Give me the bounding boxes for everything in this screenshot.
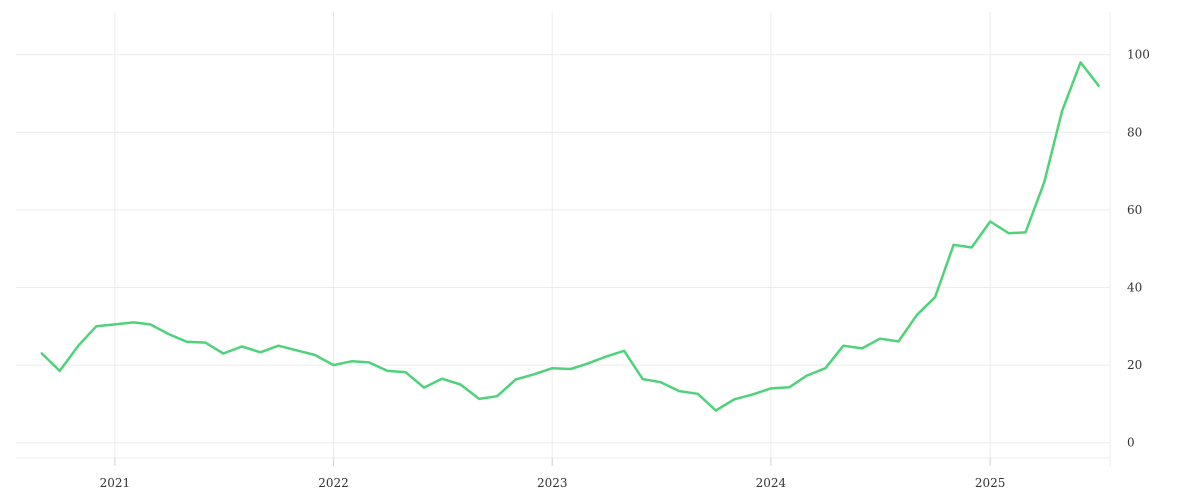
series-layer <box>40 61 1100 412</box>
data-point <box>586 362 588 364</box>
data-point <box>114 323 116 325</box>
data-point <box>277 345 279 347</box>
data-point <box>77 345 79 347</box>
data-point <box>1097 85 1099 87</box>
data-point <box>697 393 699 395</box>
data-point <box>496 395 498 397</box>
data-point <box>970 246 972 248</box>
data-point <box>314 354 316 356</box>
data-point <box>368 361 370 363</box>
data-point <box>441 378 443 380</box>
data-point <box>678 390 680 392</box>
data-point <box>715 409 717 411</box>
data-point <box>806 374 808 376</box>
data-point <box>897 340 899 342</box>
data-point <box>642 378 644 380</box>
data-point <box>59 370 61 372</box>
data-point <box>770 387 772 389</box>
data-point <box>168 333 170 335</box>
data-point <box>95 325 97 327</box>
data-point <box>532 373 534 375</box>
y-tick-label: 80 <box>1127 125 1142 139</box>
data-point <box>1079 61 1081 63</box>
data-point <box>916 314 918 316</box>
data-point <box>842 345 844 347</box>
data-point <box>351 360 353 362</box>
x-tick-label: 2023 <box>537 476 568 490</box>
data-point <box>332 364 334 366</box>
data-point <box>989 220 991 222</box>
data-point <box>423 386 425 388</box>
data-point <box>478 398 480 400</box>
y-axis-ticks: 0 20 40 60 80 100 <box>1127 48 1150 450</box>
data-point <box>204 341 206 343</box>
x-tick-label: 2025 <box>975 476 1006 490</box>
y-tick-label: 100 <box>1127 48 1150 62</box>
data-point <box>660 381 662 383</box>
data-point <box>879 338 881 340</box>
grid <box>16 12 1111 466</box>
data-point <box>551 367 553 369</box>
data-point <box>41 352 43 354</box>
data-point <box>824 367 826 369</box>
y-tick-label: 20 <box>1127 358 1142 372</box>
data-point <box>222 352 224 354</box>
data-point <box>259 351 261 353</box>
data-point <box>132 321 134 323</box>
data-point <box>861 347 863 349</box>
y-tick-label: 0 <box>1127 436 1135 450</box>
data-point <box>296 349 298 351</box>
data-point <box>149 323 151 325</box>
data-point <box>733 398 735 400</box>
data-point <box>788 386 790 388</box>
data-point <box>934 296 936 298</box>
x-tick-label: 2021 <box>100 476 131 490</box>
data-point <box>404 371 406 373</box>
data-point <box>241 345 243 347</box>
data-point <box>570 368 572 370</box>
data-point <box>386 370 388 372</box>
data-point <box>1024 231 1026 233</box>
x-tick-label: 2022 <box>318 476 349 490</box>
y-tick-label: 40 <box>1127 281 1142 295</box>
data-point <box>186 341 188 343</box>
data-point <box>751 393 753 395</box>
data-point <box>515 378 517 380</box>
data-point <box>952 244 954 246</box>
x-tick-label: 2024 <box>756 476 787 490</box>
series-line <box>40 61 1100 412</box>
data-point <box>1008 232 1010 234</box>
data-point <box>623 350 625 352</box>
data-point <box>1043 182 1045 184</box>
data-point <box>605 355 607 357</box>
data-point <box>1061 110 1063 112</box>
x-axis-ticks: 2021 2022 2023 2024 2025 <box>100 476 1006 490</box>
y-tick-label: 60 <box>1127 203 1142 217</box>
data-point <box>459 383 461 385</box>
